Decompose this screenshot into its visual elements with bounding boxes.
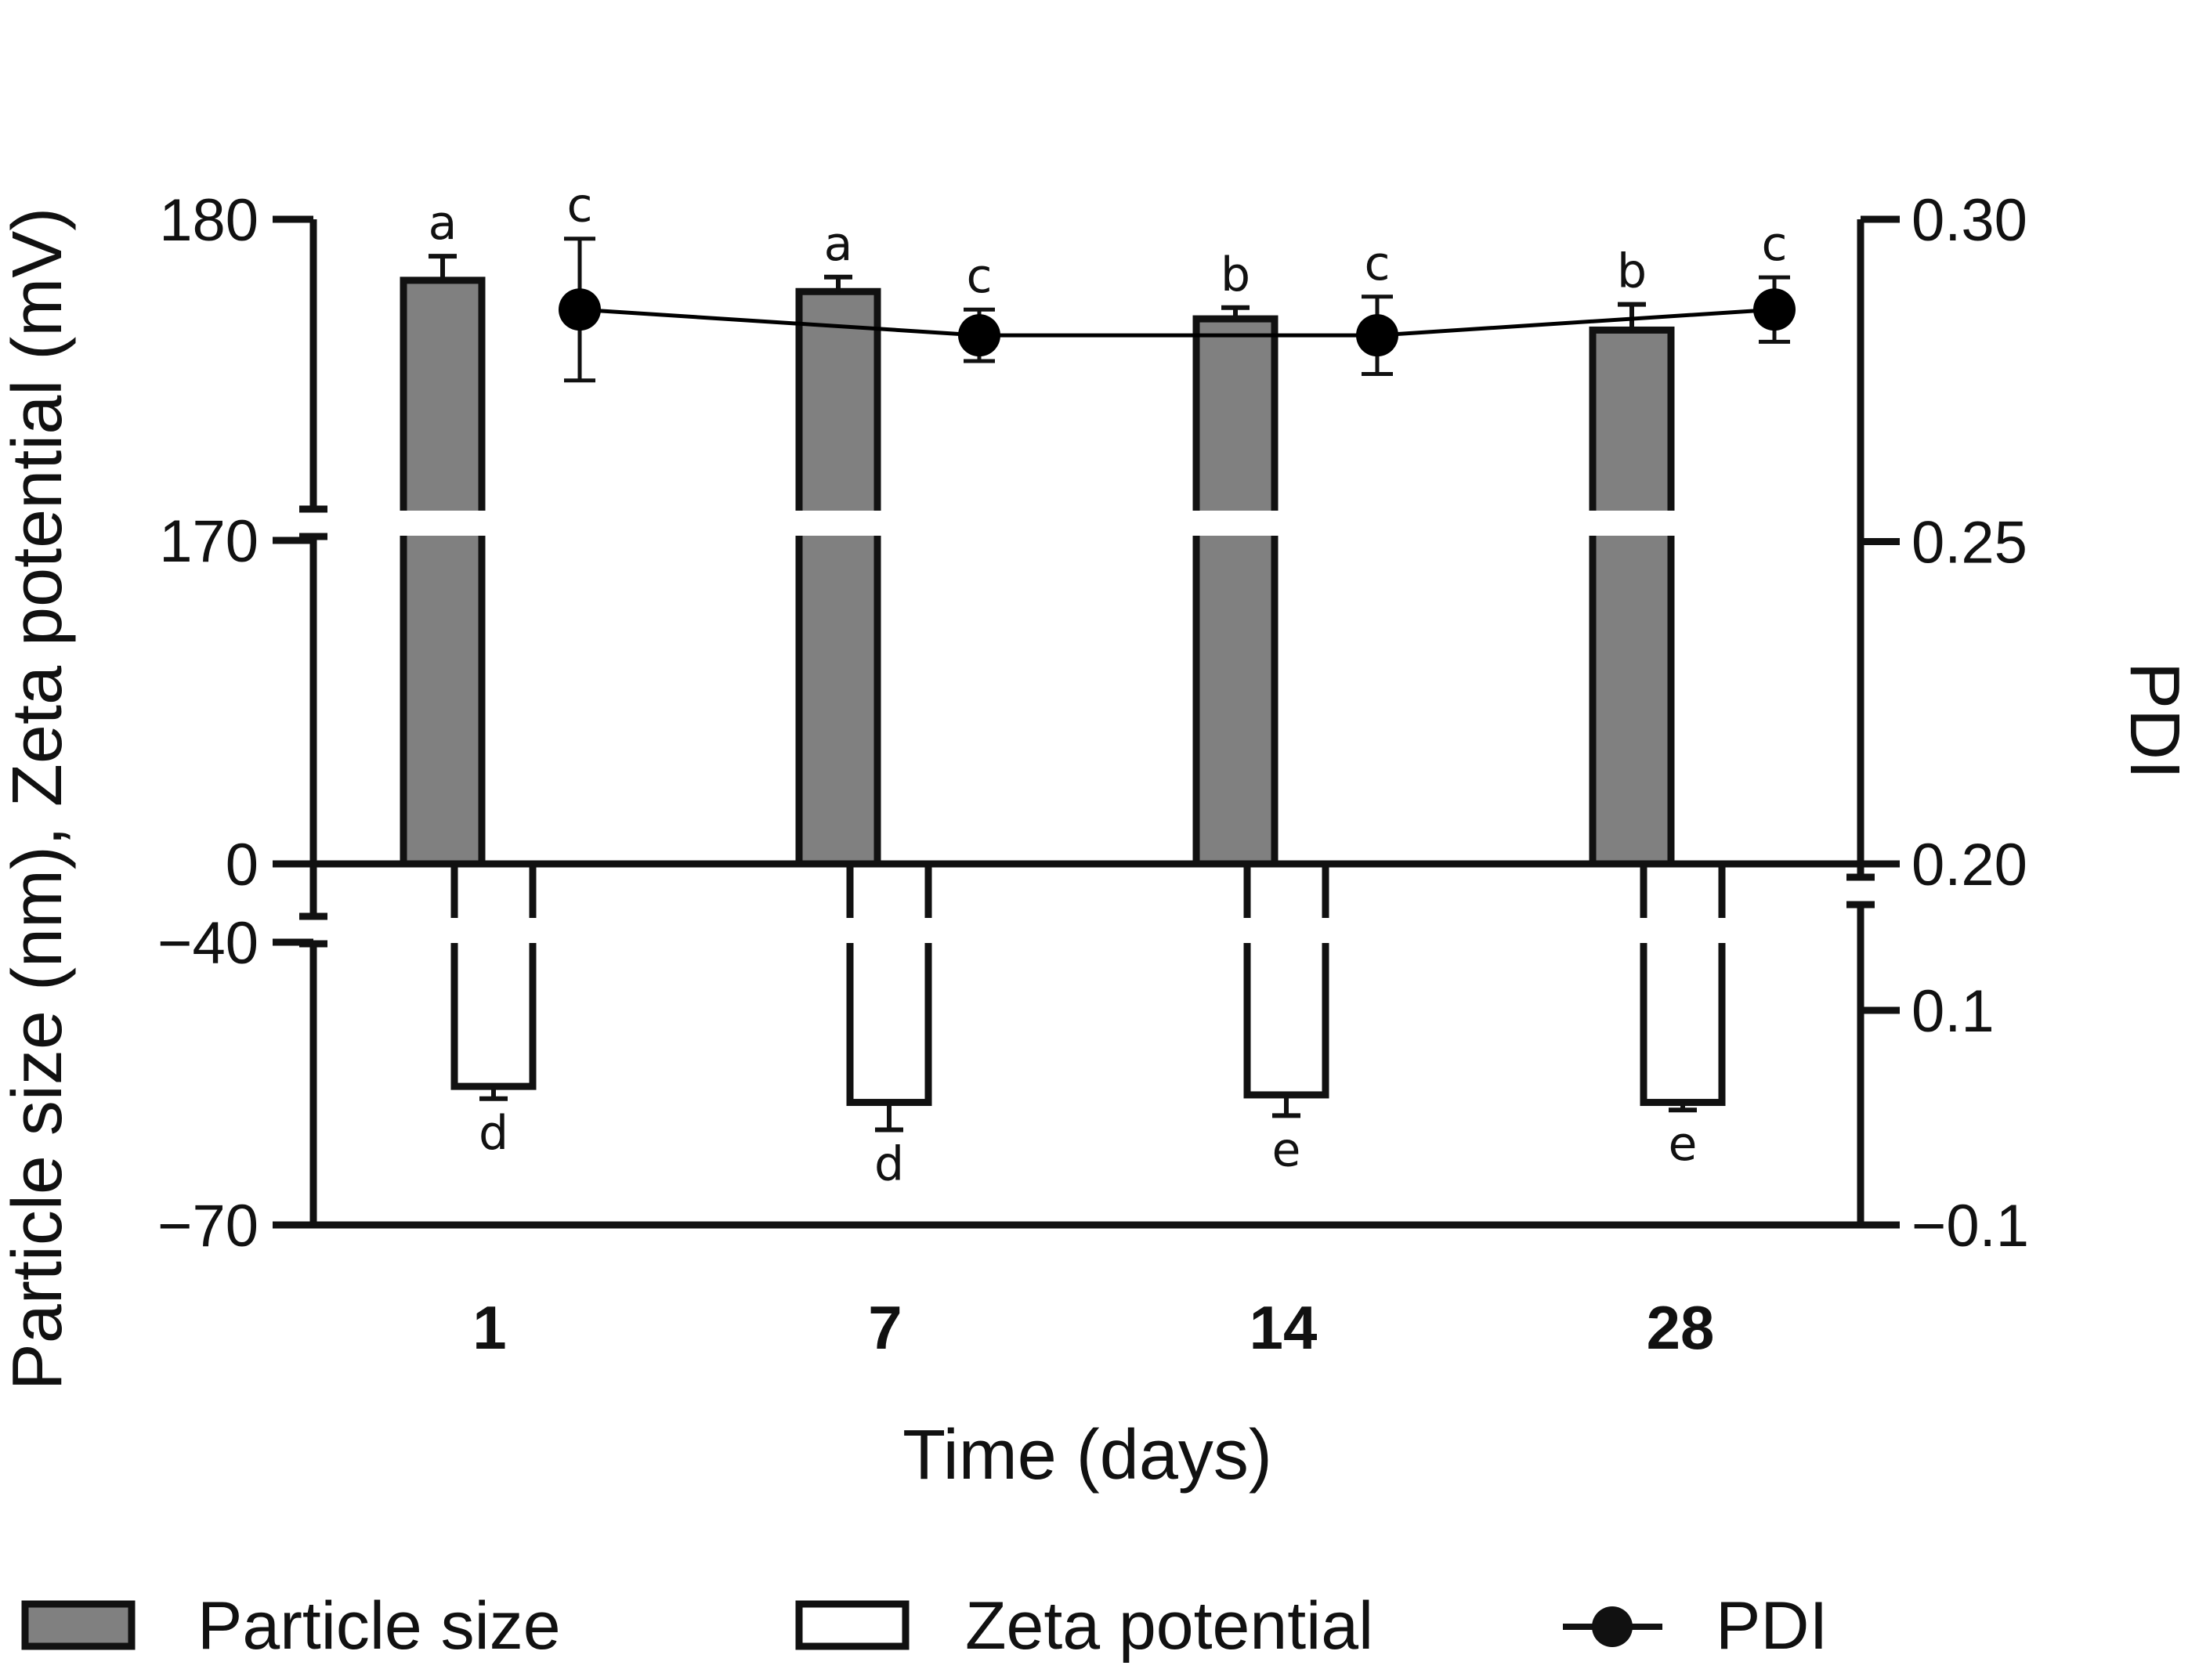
particle-size-significance-letter: b (1221, 247, 1250, 302)
x-tick-label: 14 (1250, 1293, 1318, 1362)
pdi-point (559, 288, 601, 331)
particle-size-significance-letter: a (824, 217, 853, 272)
pdi-point (1753, 288, 1796, 331)
zeta-potential-significance-letter: d (479, 1106, 508, 1161)
pdi-significance-letter: c (1365, 237, 1391, 291)
legend: Particle size Zeta potential PDI (21, 1588, 1828, 1664)
bar-break-gap (1586, 511, 1677, 536)
tick-group: 180 170 0 −40 −70 0.30 0.25 0.20 0.1 −0.1 1 7 14 28 (157, 187, 2029, 1362)
particle-size-significance-letter: b (1617, 244, 1647, 299)
bar-break-gap (448, 918, 539, 943)
right-tick-label: 0.20 (1911, 832, 2027, 898)
bar-break-gap (1190, 511, 1281, 536)
legend-marker-pdi (1592, 1606, 1633, 1647)
legend-swatch-zeta-potential (795, 1600, 910, 1650)
pdi-significance-letter: c (1762, 217, 1788, 272)
legend-swatch-particle-size (21, 1600, 136, 1650)
left-tick-label: −40 (157, 910, 259, 977)
y2-axis-label: PDI (2115, 662, 2194, 779)
particle-size-bar (795, 287, 881, 868)
right-tick-label: 0.25 (1911, 510, 2027, 576)
bar-break-gap (1637, 918, 1728, 943)
zeta-potential-significance-letter: e (1272, 1122, 1301, 1177)
bar-break-gap (844, 918, 935, 943)
left-tick-label: 0 (226, 832, 259, 898)
particle-size-bar (400, 276, 486, 868)
pdi-point (958, 314, 1000, 357)
legend-label-zeta-potential: Zeta potential (965, 1588, 1373, 1664)
right-tick-label: 0.30 (1911, 187, 2027, 254)
left-tick-label: 180 (159, 187, 259, 254)
zeta-potential-bar (450, 860, 537, 1090)
bar-break-gap (397, 511, 488, 536)
zeta-potential-bar (846, 860, 932, 1107)
zeta-potential-bar (1243, 860, 1329, 1099)
right-tick-label: −0.1 (1911, 1193, 2029, 1259)
left-tick-label: −70 (157, 1193, 259, 1259)
zeta-potential-bar (1640, 860, 1726, 1107)
right-tick-label: 0.1 (1911, 978, 1995, 1045)
left-tick-label: 170 (159, 508, 259, 575)
pdi-line (579, 307, 1775, 338)
y-axis-label: Particle size (nm), Zeta potential (mV) (0, 208, 77, 1390)
x-tick-label: 7 (868, 1293, 902, 1362)
zeta-potential-significance-letter: d (874, 1136, 904, 1191)
particle-size-bar (1589, 326, 1675, 868)
bar-break-gap (793, 511, 884, 536)
legend-label-pdi: PDI (1716, 1588, 1828, 1664)
right-axis (1846, 219, 1875, 1225)
bar-break-gap (1241, 918, 1332, 943)
legend-label-particle-size: Particle size (197, 1588, 561, 1664)
x-tick-label: 28 (1647, 1293, 1715, 1362)
left-axis (299, 219, 327, 1225)
pdi-significance-letter: c (967, 249, 993, 304)
pdi-group: c c c c (559, 179, 1796, 383)
particle-size-bar (1192, 315, 1279, 868)
pdi-significance-letter: c (567, 179, 593, 233)
bar-group: a a b b d d e e (397, 196, 1728, 1191)
x-tick-label: 1 (472, 1293, 506, 1362)
pdi-point (1356, 314, 1398, 357)
zeta-potential-significance-letter: e (1669, 1117, 1698, 1172)
x-axis-label: Time (days) (902, 1416, 1272, 1494)
particle-size-significance-letter: a (429, 196, 458, 251)
